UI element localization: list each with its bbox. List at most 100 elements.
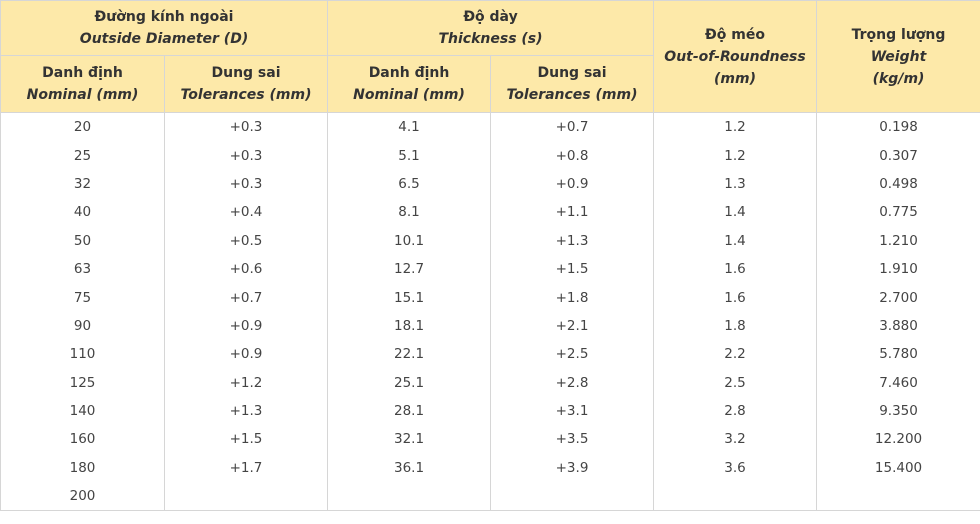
table-cell: 125: [0, 368, 165, 397]
table-cell: [327, 482, 492, 512]
header-cell: Danh định Nominal (mm): [327, 55, 492, 113]
header-text: Trọng lượng: [851, 26, 946, 43]
table-row: 63 +0.6 12.7 +1.5 1.6 1.910: [0, 254, 980, 284]
table-cell: 0.498: [816, 169, 980, 199]
table-cell: +0.5: [163, 226, 329, 255]
table-cell: 2.2: [653, 340, 818, 369]
table-cell: +0.9: [490, 169, 655, 199]
table-cell: +2.1: [490, 311, 655, 341]
table-cell: 40: [0, 198, 165, 227]
table-cell: 7.460: [816, 368, 980, 397]
table-cell: 18.1: [327, 311, 492, 341]
table-cell: 1.2: [653, 112, 818, 142]
table-row: 75 +0.7 15.1 +1.8 1.6 2.700: [0, 283, 980, 312]
table-row: 32 +0.3 6.5 +0.9 1.3 0.498: [0, 169, 980, 199]
header-cell: Dung sai Tolerances (mm): [163, 55, 329, 113]
table-cell: +3.5: [490, 425, 655, 454]
header-text: Danh định: [368, 65, 450, 81]
header-text: Nominal (mm): [353, 87, 465, 103]
table-cell: +1.1: [490, 198, 655, 227]
table-row: 110 +0.9 22.1 +2.5 2.2 5.780: [0, 340, 980, 369]
table-cell: +3.9: [490, 453, 655, 483]
header-text: Thickness (s): [438, 31, 543, 47]
table-cell: 5.1: [327, 141, 492, 170]
table-cell: 6.5: [327, 169, 492, 199]
table-row: 90 +0.9 18.1 +2.1 1.8 3.880: [0, 311, 980, 341]
table-cell: 75: [0, 283, 165, 312]
header-row: Danh định Nominal (mm) Dung sai Tolerances …: [0, 55, 980, 113]
table-cell: 36.1: [327, 453, 492, 483]
table-cell: 110: [0, 340, 165, 369]
table-cell: 5.780: [816, 340, 980, 369]
table-cell: 10.1: [327, 226, 492, 255]
table-row: 200: [0, 482, 980, 512]
table-cell: 50: [0, 226, 165, 255]
table-cell: 90: [0, 311, 165, 341]
table-cell: 28.1: [327, 396, 492, 426]
table-cell: 0.198: [816, 112, 980, 142]
table-cell: +0.3: [163, 141, 329, 170]
table-cell: 32: [0, 169, 165, 199]
table-cell: 15.400: [816, 453, 980, 483]
header-cell: Độ dày Thickness (s): [327, 0, 655, 56]
table-cell: +1.8: [490, 283, 655, 312]
table-cell: +3.1: [490, 396, 655, 426]
header-cell: Danh định Nominal (mm): [0, 55, 165, 113]
header-text: Dung sai: [537, 65, 607, 81]
table-cell: 1.210: [816, 226, 980, 255]
header-text: Weight: [870, 48, 927, 65]
table-cell: 180: [0, 453, 165, 483]
table-row: 20 +0.3 4.1 +0.7 1.2 0.198: [0, 112, 980, 142]
table-cell: 200: [0, 482, 165, 512]
table-cell: 3.6: [653, 453, 818, 483]
table-row: 40 +0.4 8.1 +1.1 1.4 0.775: [0, 198, 980, 227]
table-cell: 22.1: [327, 340, 492, 369]
header-text: (mm): [714, 70, 756, 87]
table-cell: 140: [0, 396, 165, 426]
table-cell: 1.6: [653, 254, 818, 284]
header-text: Outside Diameter (D): [79, 31, 249, 47]
table-cell: 160: [0, 425, 165, 454]
table-cell: 2.700: [816, 283, 980, 312]
table-cell: +0.9: [163, 340, 329, 369]
header-text: Tolerances (mm): [506, 87, 638, 103]
table-cell: +1.5: [163, 425, 329, 454]
table-cell: 0.307: [816, 141, 980, 170]
header-cell: Đường kính ngoài Outside Diameter (D): [0, 0, 329, 56]
table-row: 25 +0.3 5.1 +0.8 1.2 0.307: [0, 141, 980, 170]
table-cell: 4.1: [327, 112, 492, 142]
table-cell: 3.880: [816, 311, 980, 341]
table-cell: +0.4: [163, 198, 329, 227]
table-cell: +0.9: [163, 311, 329, 341]
table-cell: +1.3: [490, 226, 655, 255]
table-cell: +0.6: [163, 254, 329, 284]
table-cell: [816, 482, 980, 512]
table-cell: 25: [0, 141, 165, 170]
spec-table: Đường kính ngoài Outside Diameter (D) Độ …: [0, 0, 980, 512]
header-text: Độ méo: [705, 26, 765, 43]
table-cell: [653, 482, 818, 512]
header-text: Đường kính ngoài: [94, 9, 234, 25]
table-row: 160 +1.5 32.1 +3.5 3.2 12.200: [0, 425, 980, 454]
table-row: 125 +1.2 25.1 +2.8 2.5 7.460: [0, 368, 980, 397]
table-cell: 1.6: [653, 283, 818, 312]
header-cell: Trọng lượng Weight (kg/m): [816, 0, 980, 113]
table-cell: 1.910: [816, 254, 980, 284]
table-cell: 20: [0, 112, 165, 142]
table-cell: 2.5: [653, 368, 818, 397]
table-row: 140 +1.3 28.1 +3.1 2.8 9.350: [0, 396, 980, 426]
table-cell: +0.7: [490, 112, 655, 142]
table-cell: +1.3: [163, 396, 329, 426]
header-text: Out-of-Roundness: [664, 48, 806, 65]
table-cell: +1.5: [490, 254, 655, 284]
table-cell: [490, 482, 655, 512]
table-cell: +0.7: [163, 283, 329, 312]
table-body: 20 +0.3 4.1 +0.7 1.2 0.198 25 +0.3 5.1 +0.8 1.2 0.3…: [0, 112, 980, 512]
header-text: Độ dày: [463, 9, 518, 25]
table-cell: +1.2: [163, 368, 329, 397]
table-cell: +2.5: [490, 340, 655, 369]
table-cell: 1.3: [653, 169, 818, 199]
header-text: (kg/m): [872, 70, 925, 87]
table-cell: 2.8: [653, 396, 818, 426]
